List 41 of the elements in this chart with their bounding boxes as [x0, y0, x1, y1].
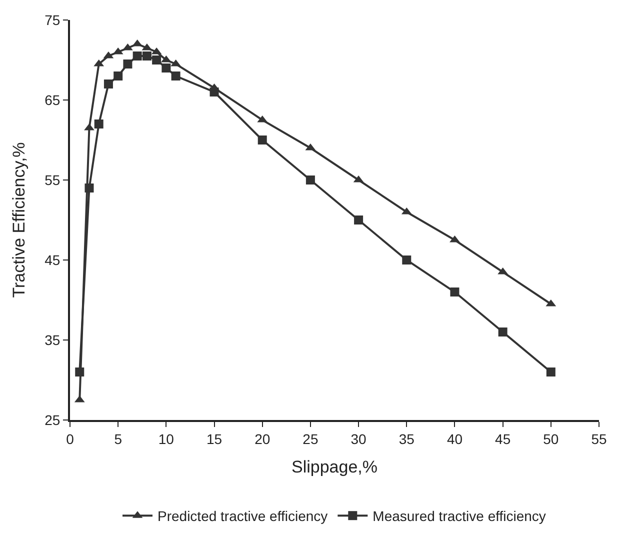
point [402, 256, 412, 264]
point [152, 56, 162, 64]
x-tick-label: 45 [495, 430, 511, 447]
point [142, 52, 152, 60]
y-tick-label: 55 [44, 172, 60, 188]
point [546, 368, 556, 376]
y-tick-label: 45 [44, 252, 60, 268]
x-tick-label: 50 [543, 430, 559, 447]
legend-label: Predicted tractive efficiency [158, 508, 328, 524]
point [75, 368, 84, 376]
x-tick-label: 30 [350, 430, 367, 447]
point [171, 72, 180, 80]
point [114, 72, 123, 80]
point [94, 120, 104, 128]
point [354, 216, 364, 224]
point [450, 288, 460, 296]
x-axis-title: Slippage,% [291, 458, 378, 477]
y-tick-label: 65 [44, 92, 60, 108]
x-tick-label: 10 [158, 430, 174, 447]
point [104, 80, 113, 88]
x-tick-label: 25 [302, 430, 318, 447]
point [306, 176, 315, 184]
legend-label: Measured tractive efficiency [372, 508, 546, 524]
point [123, 60, 132, 68]
point [210, 88, 219, 96]
point [258, 136, 267, 144]
x-tick-label: 40 [446, 430, 463, 447]
y-tick-label: 75 [44, 12, 60, 28]
point [84, 184, 94, 192]
x-tick-label: 5 [114, 430, 122, 447]
y-tick-label: 35 [44, 332, 60, 348]
x-tick-label: 55 [591, 430, 607, 447]
point [132, 52, 142, 60]
x-tick-label: 0 [66, 430, 74, 447]
point [498, 328, 508, 336]
x-tick-label: 35 [398, 430, 415, 447]
y-axis-title: Tractive Efficiency,% [10, 142, 29, 298]
point [162, 64, 171, 72]
x-tick-label: 15 [206, 430, 222, 447]
y-tick-label: 25 [44, 412, 60, 428]
x-tick-label: 20 [254, 430, 270, 447]
